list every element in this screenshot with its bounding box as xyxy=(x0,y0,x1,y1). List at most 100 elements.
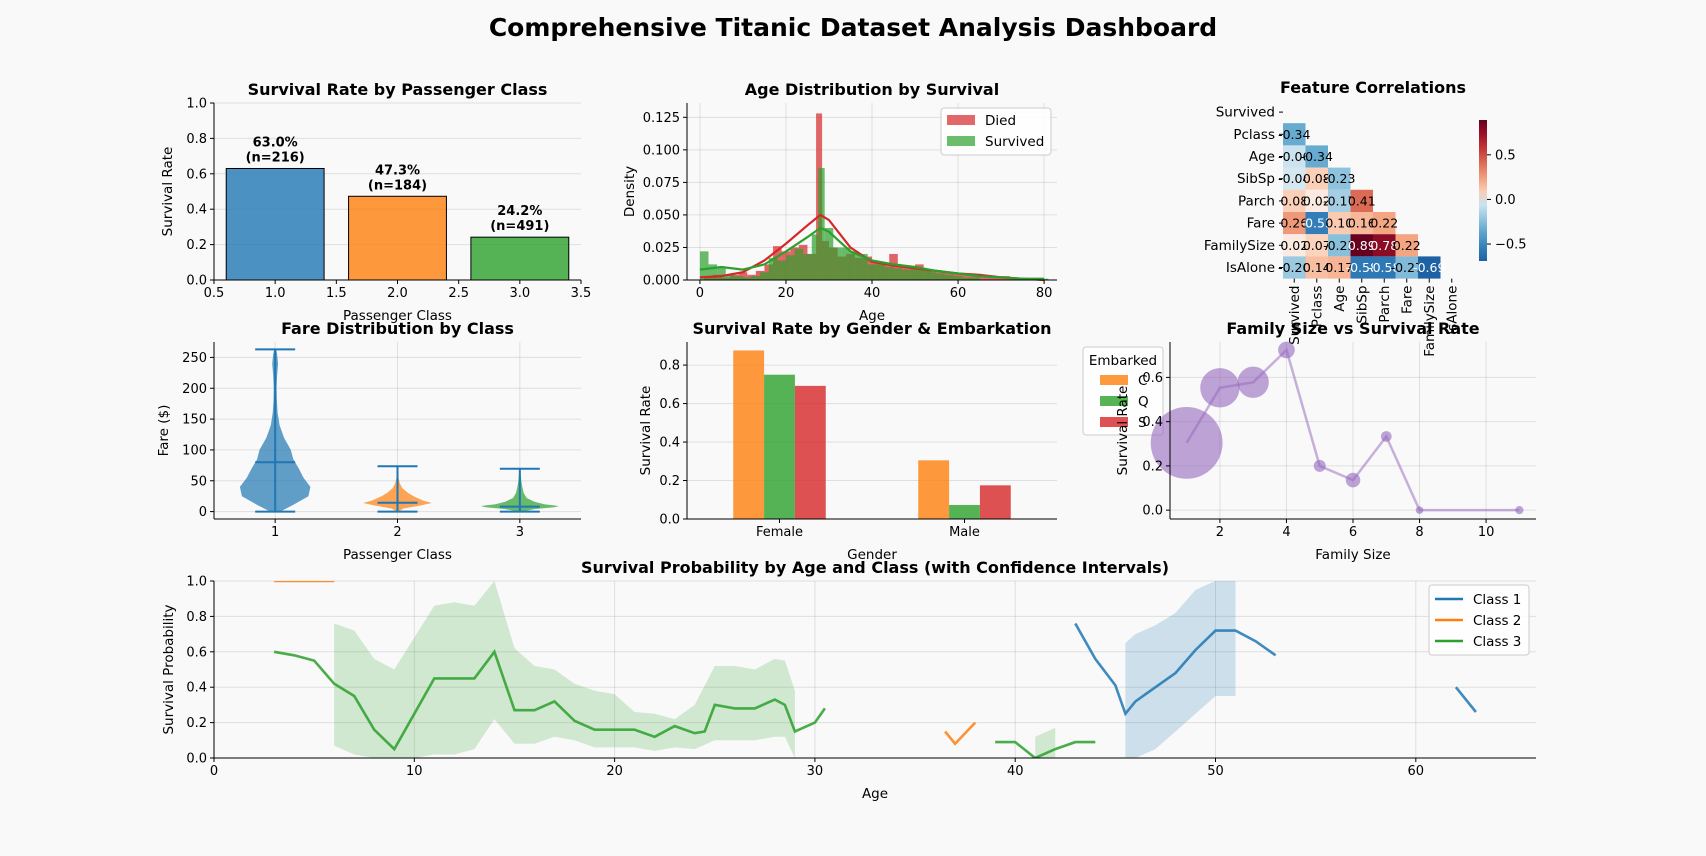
heatmap-cell xyxy=(1283,145,1306,168)
y-tick-label: 0.0 xyxy=(186,752,207,767)
y-tick-label: 0.0 xyxy=(1142,504,1163,519)
histogram-bar xyxy=(803,253,812,280)
series-line xyxy=(995,740,1096,758)
y-tick-label: 100 xyxy=(182,443,207,458)
cell-label: -0.23 xyxy=(1323,171,1355,186)
heatmap-cell xyxy=(1328,189,1351,212)
y-tick-label: 1.0 xyxy=(186,97,207,112)
series-line xyxy=(1074,622,1277,717)
cell-label: -0.20 xyxy=(1278,260,1310,275)
heatmap-cell xyxy=(1283,212,1306,235)
cell-label: -0.34 xyxy=(1278,127,1310,142)
col-label: FamilySize xyxy=(1422,286,1438,357)
x-tick-label: 2 xyxy=(393,525,401,540)
legend-swatch xyxy=(1100,417,1128,427)
y-tick-label: 0.4 xyxy=(659,436,680,451)
x-tick-label: 0.5 xyxy=(204,286,225,301)
y-tick-label: 0.0 xyxy=(186,274,207,289)
cell-label: -0.27 xyxy=(1391,260,1423,275)
x-tick-label: 3 xyxy=(516,525,524,540)
y-tick-label: 0.0 xyxy=(659,513,680,528)
cell-label: -0.55 xyxy=(1301,216,1333,231)
bar xyxy=(979,485,1011,519)
x-tick-label: 10 xyxy=(1478,525,1495,540)
data-label: 63.0% xyxy=(253,135,298,150)
colorbar xyxy=(1479,120,1487,261)
histogram-bar xyxy=(725,274,735,280)
histogram-bar xyxy=(785,255,795,280)
row-label: Survived xyxy=(1216,105,1275,121)
cell-label: 0.02 xyxy=(1303,193,1331,208)
y-tick-label: 50 xyxy=(190,474,207,489)
heatmap-cell xyxy=(1305,212,1328,235)
bar xyxy=(764,374,795,519)
y-tick-label: 0.6 xyxy=(186,645,207,660)
histogram-bar xyxy=(777,260,786,280)
cell-label: 0.41 xyxy=(1348,193,1376,208)
legend-label: Class 1 xyxy=(1473,592,1521,608)
cell-label: 0.17 xyxy=(1325,260,1353,275)
heatmap-cell xyxy=(1373,212,1396,235)
cell-label: 0.02 xyxy=(1280,238,1308,253)
gender-embarked-chart: Female Male 0.0 0.2 0.4 0.6 0.8 Survival Rate b… xyxy=(638,319,1164,563)
histogram-bar xyxy=(751,276,761,280)
legend-label: Survived xyxy=(985,134,1044,150)
cell-label: -0.34 xyxy=(1301,149,1333,164)
chart-title: Survival Rate by Gender & Embarkation xyxy=(693,319,1052,338)
heatmap-cell xyxy=(1283,256,1306,279)
x-tick-label: 20 xyxy=(606,764,623,779)
cell-label: 0.14 xyxy=(1303,260,1331,275)
y-axis-label: Survival Rate xyxy=(1115,386,1131,476)
bar xyxy=(918,460,950,519)
histogram-bar xyxy=(867,264,877,280)
heatmap-cell xyxy=(1395,256,1418,279)
x-tick-label: 8 xyxy=(1415,525,1423,540)
col-label: Pclass xyxy=(1310,286,1326,328)
heatmap-cell xyxy=(1350,256,1373,279)
data-label: 47.3% xyxy=(375,163,420,178)
cell-label: -0.58 xyxy=(1368,260,1400,275)
colorbar-tick-label: 0.0 xyxy=(1495,193,1516,208)
scatter-point xyxy=(1150,406,1223,479)
cell-label: 0.16 xyxy=(1348,216,1376,231)
cell-label: -0.17 xyxy=(1323,193,1355,208)
x-tick-label: 10 xyxy=(406,764,423,779)
x-tick-label: 4 xyxy=(1282,525,1290,540)
heatmap-cell xyxy=(1305,145,1328,168)
colorbar-tick-label: 0.5 xyxy=(1495,148,1516,163)
col-label: Age xyxy=(1332,286,1348,312)
cell-label: -0.58 xyxy=(1346,260,1378,275)
histogram-bar xyxy=(742,277,752,280)
legend-box xyxy=(1428,584,1530,656)
dashboard-title: Comprehensive Titanic Dataset Analysis D… xyxy=(489,13,1217,42)
x-tick-label: 6 xyxy=(1349,525,1357,540)
x-tick-label: 0 xyxy=(696,286,704,301)
y-tick-label: 150 xyxy=(182,413,207,428)
scatter-point xyxy=(1415,506,1424,514)
y-tick-label: 0.4 xyxy=(1142,415,1163,430)
y-tick-label: 0.000 xyxy=(643,274,680,289)
col-label: Parch xyxy=(1377,286,1393,323)
histogram-bar xyxy=(738,272,748,280)
data-label: (n=216) xyxy=(246,150,305,165)
heatmap-cell xyxy=(1305,234,1328,257)
y-tick-label: 200 xyxy=(182,382,207,397)
bar xyxy=(794,385,826,519)
family-size-chart: 2 4 6 8 10 0.0 0.2 0.4 0.6 Family Size vs Surviva… xyxy=(1115,319,1536,563)
histogram-bar xyxy=(902,269,911,280)
row-label: Pclass xyxy=(1233,127,1275,143)
histogram-bar xyxy=(768,257,778,280)
scatter-point xyxy=(1237,366,1269,398)
x-tick-label: 30 xyxy=(807,764,824,779)
correlation-heatmap: -0.34-0.06-0.34-0.040.08-0.230.080.02-0.… xyxy=(1204,78,1527,357)
heatmap-cell xyxy=(1373,256,1396,279)
histogram-bar xyxy=(893,268,903,280)
scatter-point xyxy=(1313,459,1326,472)
row-label: Age xyxy=(1249,149,1275,165)
histogram-bar xyxy=(945,274,954,280)
heatmap-cell xyxy=(1283,189,1306,212)
heatmap-cell xyxy=(1328,167,1351,190)
histogram-bar xyxy=(919,269,928,280)
cell-label: 0.89 xyxy=(1348,238,1376,253)
x-tick-label: 60 xyxy=(1408,764,1425,779)
